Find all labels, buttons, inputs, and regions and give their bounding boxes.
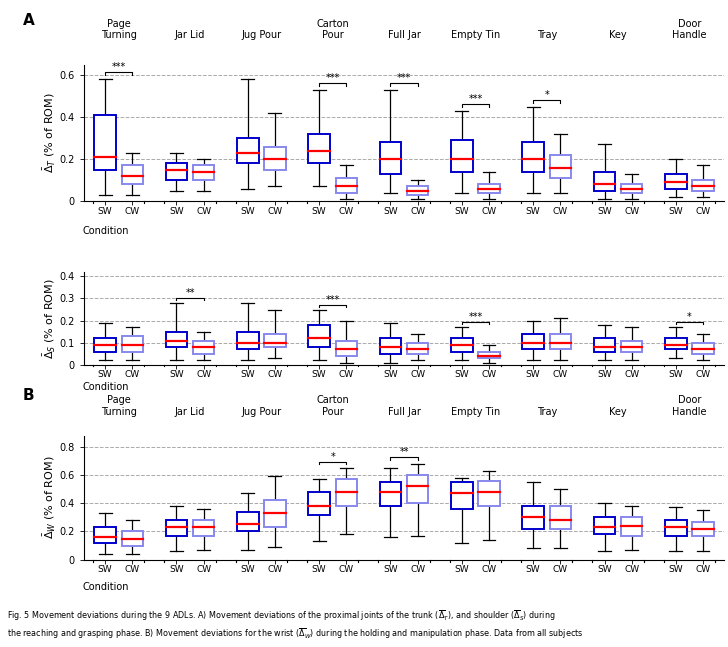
Bar xyxy=(264,334,285,347)
Bar xyxy=(621,184,642,193)
Text: ***: *** xyxy=(468,313,483,322)
Text: Carton
Pour: Carton Pour xyxy=(317,395,349,417)
Bar xyxy=(95,338,116,351)
Bar xyxy=(594,171,615,191)
Bar xyxy=(665,338,687,349)
Text: *: * xyxy=(687,313,692,322)
Text: *: * xyxy=(545,89,549,100)
Bar xyxy=(692,343,713,354)
Bar xyxy=(309,492,330,514)
Bar xyxy=(193,520,214,536)
Bar xyxy=(550,334,571,349)
Text: Tray: Tray xyxy=(537,30,557,40)
Text: Carton
Pour: Carton Pour xyxy=(317,19,349,40)
Bar xyxy=(451,482,472,509)
Text: ***: *** xyxy=(325,73,340,83)
Text: Empty Tin: Empty Tin xyxy=(451,407,500,417)
Bar xyxy=(193,166,214,180)
Bar xyxy=(237,512,258,531)
Text: **: ** xyxy=(399,447,409,457)
Bar xyxy=(95,115,116,170)
Bar xyxy=(594,518,615,534)
Bar xyxy=(407,343,428,354)
Text: Jug Pour: Jug Pour xyxy=(241,407,282,417)
Y-axis label: $\bar{\Delta}_W$ (% of ROM): $\bar{\Delta}_W$ (% of ROM) xyxy=(41,456,57,540)
Text: ***: *** xyxy=(325,294,340,305)
Text: *: * xyxy=(331,452,335,461)
Bar xyxy=(166,520,187,536)
Bar xyxy=(237,138,258,163)
Text: Condition: Condition xyxy=(82,382,129,391)
Text: Key: Key xyxy=(609,30,627,40)
Bar xyxy=(95,527,116,543)
Text: Empty Tin: Empty Tin xyxy=(451,30,500,40)
Bar xyxy=(380,338,401,354)
Bar xyxy=(407,186,428,195)
Text: A: A xyxy=(23,13,35,28)
Y-axis label: $\bar{\Delta}_S$ (% of ROM): $\bar{\Delta}_S$ (% of ROM) xyxy=(41,278,57,358)
Text: Door
Handle: Door Handle xyxy=(672,395,707,417)
Text: Tray: Tray xyxy=(537,407,557,417)
Bar xyxy=(336,178,357,193)
Y-axis label: $\bar{\Delta}_T$ (% of ROM): $\bar{\Delta}_T$ (% of ROM) xyxy=(41,93,57,173)
Text: Jar Lid: Jar Lid xyxy=(175,407,205,417)
Bar xyxy=(478,351,499,358)
Bar xyxy=(380,142,401,174)
Bar xyxy=(665,520,687,536)
Bar xyxy=(166,163,187,180)
Text: Door
Handle: Door Handle xyxy=(672,19,707,40)
Bar xyxy=(309,325,330,347)
Bar xyxy=(264,500,285,527)
Text: Full Jar: Full Jar xyxy=(387,30,421,40)
Bar xyxy=(264,147,285,170)
Text: Jar Lid: Jar Lid xyxy=(175,30,205,40)
Bar xyxy=(451,140,472,171)
Bar xyxy=(237,332,258,349)
Bar xyxy=(692,180,713,191)
Text: Fig. 5 Movement deviations during the 9 ADLs. A) Movement deviations of the prox: Fig. 5 Movement deviations during the 9 … xyxy=(7,608,584,641)
Bar xyxy=(523,506,544,529)
Bar xyxy=(478,184,499,193)
Text: ***: *** xyxy=(397,73,411,83)
Text: **: ** xyxy=(185,288,195,298)
Bar xyxy=(122,336,143,351)
Bar xyxy=(309,134,330,163)
Bar xyxy=(692,521,713,536)
Bar xyxy=(336,340,357,356)
Text: Page
Turning: Page Turning xyxy=(100,19,137,40)
Text: Condition: Condition xyxy=(82,582,129,592)
Bar xyxy=(523,142,544,171)
Text: Full Jar: Full Jar xyxy=(387,407,421,417)
Bar xyxy=(478,481,499,506)
Bar xyxy=(122,531,143,545)
Bar xyxy=(523,334,544,349)
Text: ***: *** xyxy=(468,94,483,104)
Bar xyxy=(621,518,642,536)
Text: Condition: Condition xyxy=(82,226,129,236)
Text: Key: Key xyxy=(609,407,627,417)
Bar xyxy=(407,475,428,503)
Text: ***: *** xyxy=(111,62,126,72)
Bar xyxy=(594,338,615,351)
Bar xyxy=(122,166,143,184)
Bar xyxy=(665,174,687,188)
Bar xyxy=(166,332,187,347)
Text: Jug Pour: Jug Pour xyxy=(241,30,282,40)
Text: B: B xyxy=(23,388,34,404)
Bar xyxy=(621,340,642,351)
Bar xyxy=(380,482,401,506)
Bar xyxy=(451,338,472,351)
Bar xyxy=(550,155,571,178)
Text: Page
Turning: Page Turning xyxy=(100,395,137,417)
Bar xyxy=(550,506,571,529)
Bar xyxy=(336,479,357,506)
Bar xyxy=(193,340,214,354)
